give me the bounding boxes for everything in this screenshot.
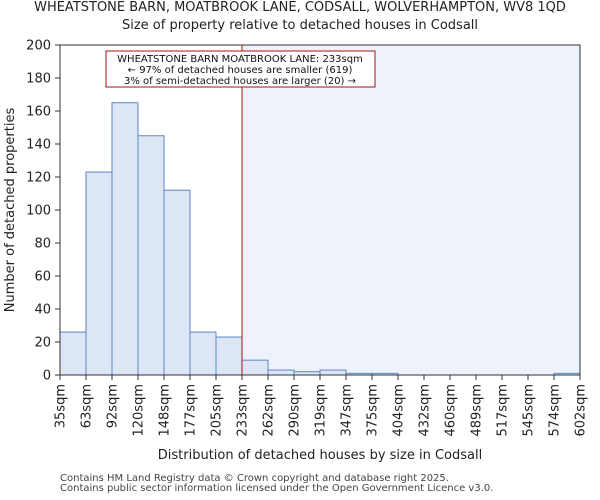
bar-148sqm: [163, 189, 191, 376]
x-axis-label: Distribution of detached houses by size …: [158, 448, 482, 463]
x-tick-label: 35sqm: [54, 384, 69, 428]
y-tick-label: 60: [34, 270, 51, 285]
x-tick-label: 262sqm: [262, 384, 277, 437]
bar-92sqm: [111, 102, 139, 376]
annotation-line-1: WHEATSTONE BARN MOATBROOK LANE: 233sqm: [117, 54, 363, 65]
x-tick-label: 545sqm: [522, 384, 537, 437]
x-tick-label: 404sqm: [392, 384, 407, 437]
footer-line-1: Contains HM Land Registry data © Crown c…: [60, 473, 449, 484]
x-axis: 35sqm 63sqm 92sqm 120sqm 148sqm 177sqm 205sqm 2…: [54, 375, 589, 437]
y-tick-label: 100: [26, 204, 51, 219]
bar-63sqm: [85, 171, 113, 376]
y-tick-label: 140: [26, 138, 51, 153]
annotation-line-3: 3% of semi-detached houses are larger (2…: [124, 76, 356, 87]
x-tick-label: 120sqm: [132, 384, 147, 437]
y-tick-label: 40: [34, 303, 51, 318]
bar-319sqm: [319, 369, 347, 376]
y-tick-label: 200: [26, 39, 51, 54]
bars-group: [59, 102, 581, 376]
x-tick-label: 63sqm: [80, 384, 95, 428]
bar-233sqm: [241, 359, 269, 376]
y-tick-label: 120: [26, 171, 51, 186]
y-tick-label: 160: [26, 105, 51, 120]
x-tick-label: 574sqm: [548, 384, 563, 437]
x-tick-label: 602sqm: [574, 384, 589, 437]
x-tick-label: 148sqm: [158, 384, 173, 437]
y-tick-label: 20: [34, 336, 51, 351]
highlight-region: [242, 45, 580, 375]
x-tick-label: 177sqm: [184, 384, 199, 437]
bar-35sqm: [59, 331, 87, 376]
chart-subtitle: Size of property relative to detached ho…: [121, 18, 479, 33]
x-tick-label: 347sqm: [340, 384, 355, 437]
annotation-box: WHEATSTONE BARN MOATBROOK LANE: 233sqm ←…: [105, 50, 376, 88]
y-tick-label: 80: [34, 237, 51, 252]
x-tick-label: 233sqm: [236, 384, 251, 437]
x-tick-label: 375sqm: [366, 384, 381, 437]
y-axis-label: Number of detached properties: [3, 108, 18, 313]
x-tick-label: 460sqm: [444, 384, 459, 437]
annotation-frame: [105, 50, 376, 88]
bar-262sqm: [267, 369, 295, 376]
x-tick-label: 319sqm: [314, 384, 329, 437]
x-tick-label: 92sqm: [106, 384, 121, 428]
y-tick-label: 0: [43, 369, 51, 384]
y-axis: 0 20 40 60 80 100 120 140 160 180 200: [26, 39, 60, 384]
bar-177sqm: [189, 331, 217, 376]
x-tick-label: 489sqm: [470, 384, 485, 437]
x-tick-label: 432sqm: [418, 384, 433, 437]
bar-120sqm: [137, 135, 165, 376]
x-tick-label: 517sqm: [496, 384, 511, 437]
y-tick-label: 180: [26, 72, 51, 87]
x-tick-label: 290sqm: [288, 384, 303, 437]
chart-title: WHEATSTONE BARN, MOATBROOK LANE, CODSALL…: [34, 0, 566, 15]
footer-line-2: Contains public sector information licen…: [60, 483, 494, 494]
x-tick-label: 205sqm: [210, 384, 225, 437]
annotation-line-2: ← 97% of detached houses are smaller (61…: [128, 65, 353, 76]
bar-205sqm: [215, 336, 243, 376]
